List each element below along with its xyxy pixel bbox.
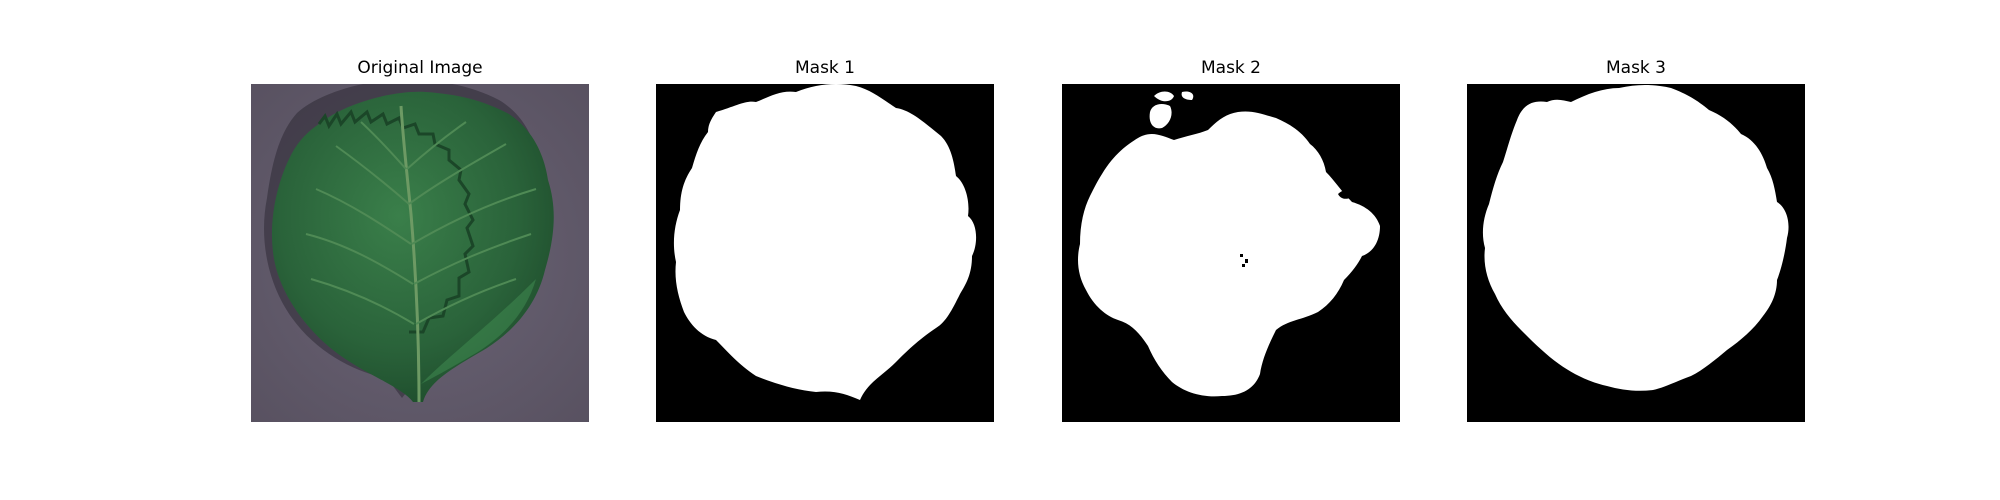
mask-blob — [1149, 104, 1172, 129]
mask-hole — [1338, 190, 1350, 199]
mask-hole — [1240, 254, 1243, 257]
mask-2-image — [1062, 84, 1400, 422]
panel-title: Mask 2 — [1200, 58, 1261, 78]
panel-mask-2: Mask 2 — [1062, 58, 1400, 422]
mask-hole — [1242, 264, 1245, 267]
mask-speck — [1181, 91, 1194, 100]
mask-speck — [1154, 91, 1174, 102]
mask-foreground — [673, 84, 977, 400]
mask-3-image — [1467, 84, 1805, 422]
leaf-veins — [305, 121, 537, 325]
panel-title: Mask 1 — [794, 58, 855, 78]
panel-title: Original Image — [357, 58, 483, 78]
panel-title: Mask 3 — [1605, 58, 1666, 78]
panel-mask-3: Mask 3 — [1467, 58, 1805, 422]
panel-original-image: Original Image — [251, 58, 589, 422]
mask-hole — [1245, 259, 1248, 263]
leaf-highlight — [421, 279, 536, 384]
mask-foreground — [1078, 111, 1380, 397]
mask-1-image — [656, 84, 994, 422]
leaf-midrib — [399, 105, 421, 403]
leaf-serration — [317, 109, 475, 334]
original-leaf-image — [251, 84, 589, 422]
mask-foreground — [1482, 85, 1789, 391]
panel-mask-1: Mask 1 — [656, 58, 994, 422]
